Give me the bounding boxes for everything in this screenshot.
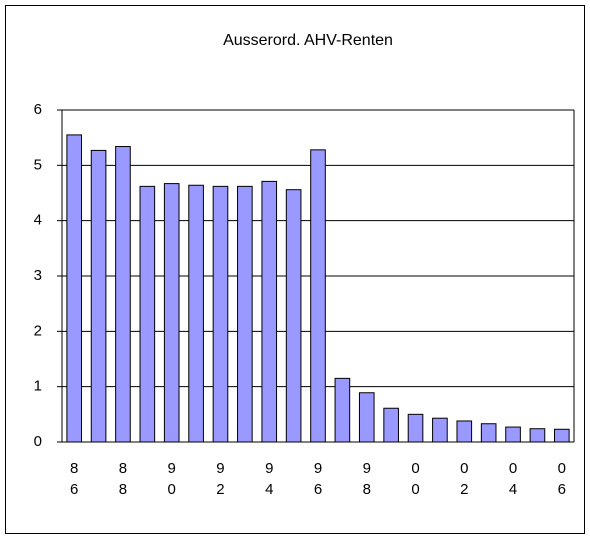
y-tick-label: 1: [34, 378, 42, 395]
bar: [188, 184, 204, 443]
bar: [115, 146, 131, 443]
bar: [163, 183, 180, 443]
y-tick-label: 6: [34, 101, 42, 118]
bar: [237, 185, 253, 443]
bar: [407, 413, 424, 443]
bar: [553, 428, 570, 443]
bar: [139, 185, 156, 443]
bar: [261, 180, 278, 443]
bar: [383, 407, 399, 443]
bar: [358, 392, 375, 443]
bar: [480, 423, 497, 443]
bar: [66, 134, 83, 443]
bar: [529, 428, 546, 443]
bar: [310, 149, 326, 443]
chart-title: Ausserord. AHV-Renten: [223, 32, 393, 49]
bar: [90, 149, 107, 443]
y-tick-label: 0: [34, 433, 42, 450]
y-tick-label: 3: [34, 267, 42, 284]
bar: [212, 185, 229, 443]
bar: [285, 189, 302, 443]
bar: [456, 420, 473, 443]
y-tick-label: 2: [34, 322, 42, 339]
bar: [334, 377, 351, 443]
bar: [505, 426, 521, 443]
y-tick-label: 5: [34, 156, 42, 173]
bar: [432, 417, 448, 443]
y-tick-label: 4: [34, 212, 42, 229]
